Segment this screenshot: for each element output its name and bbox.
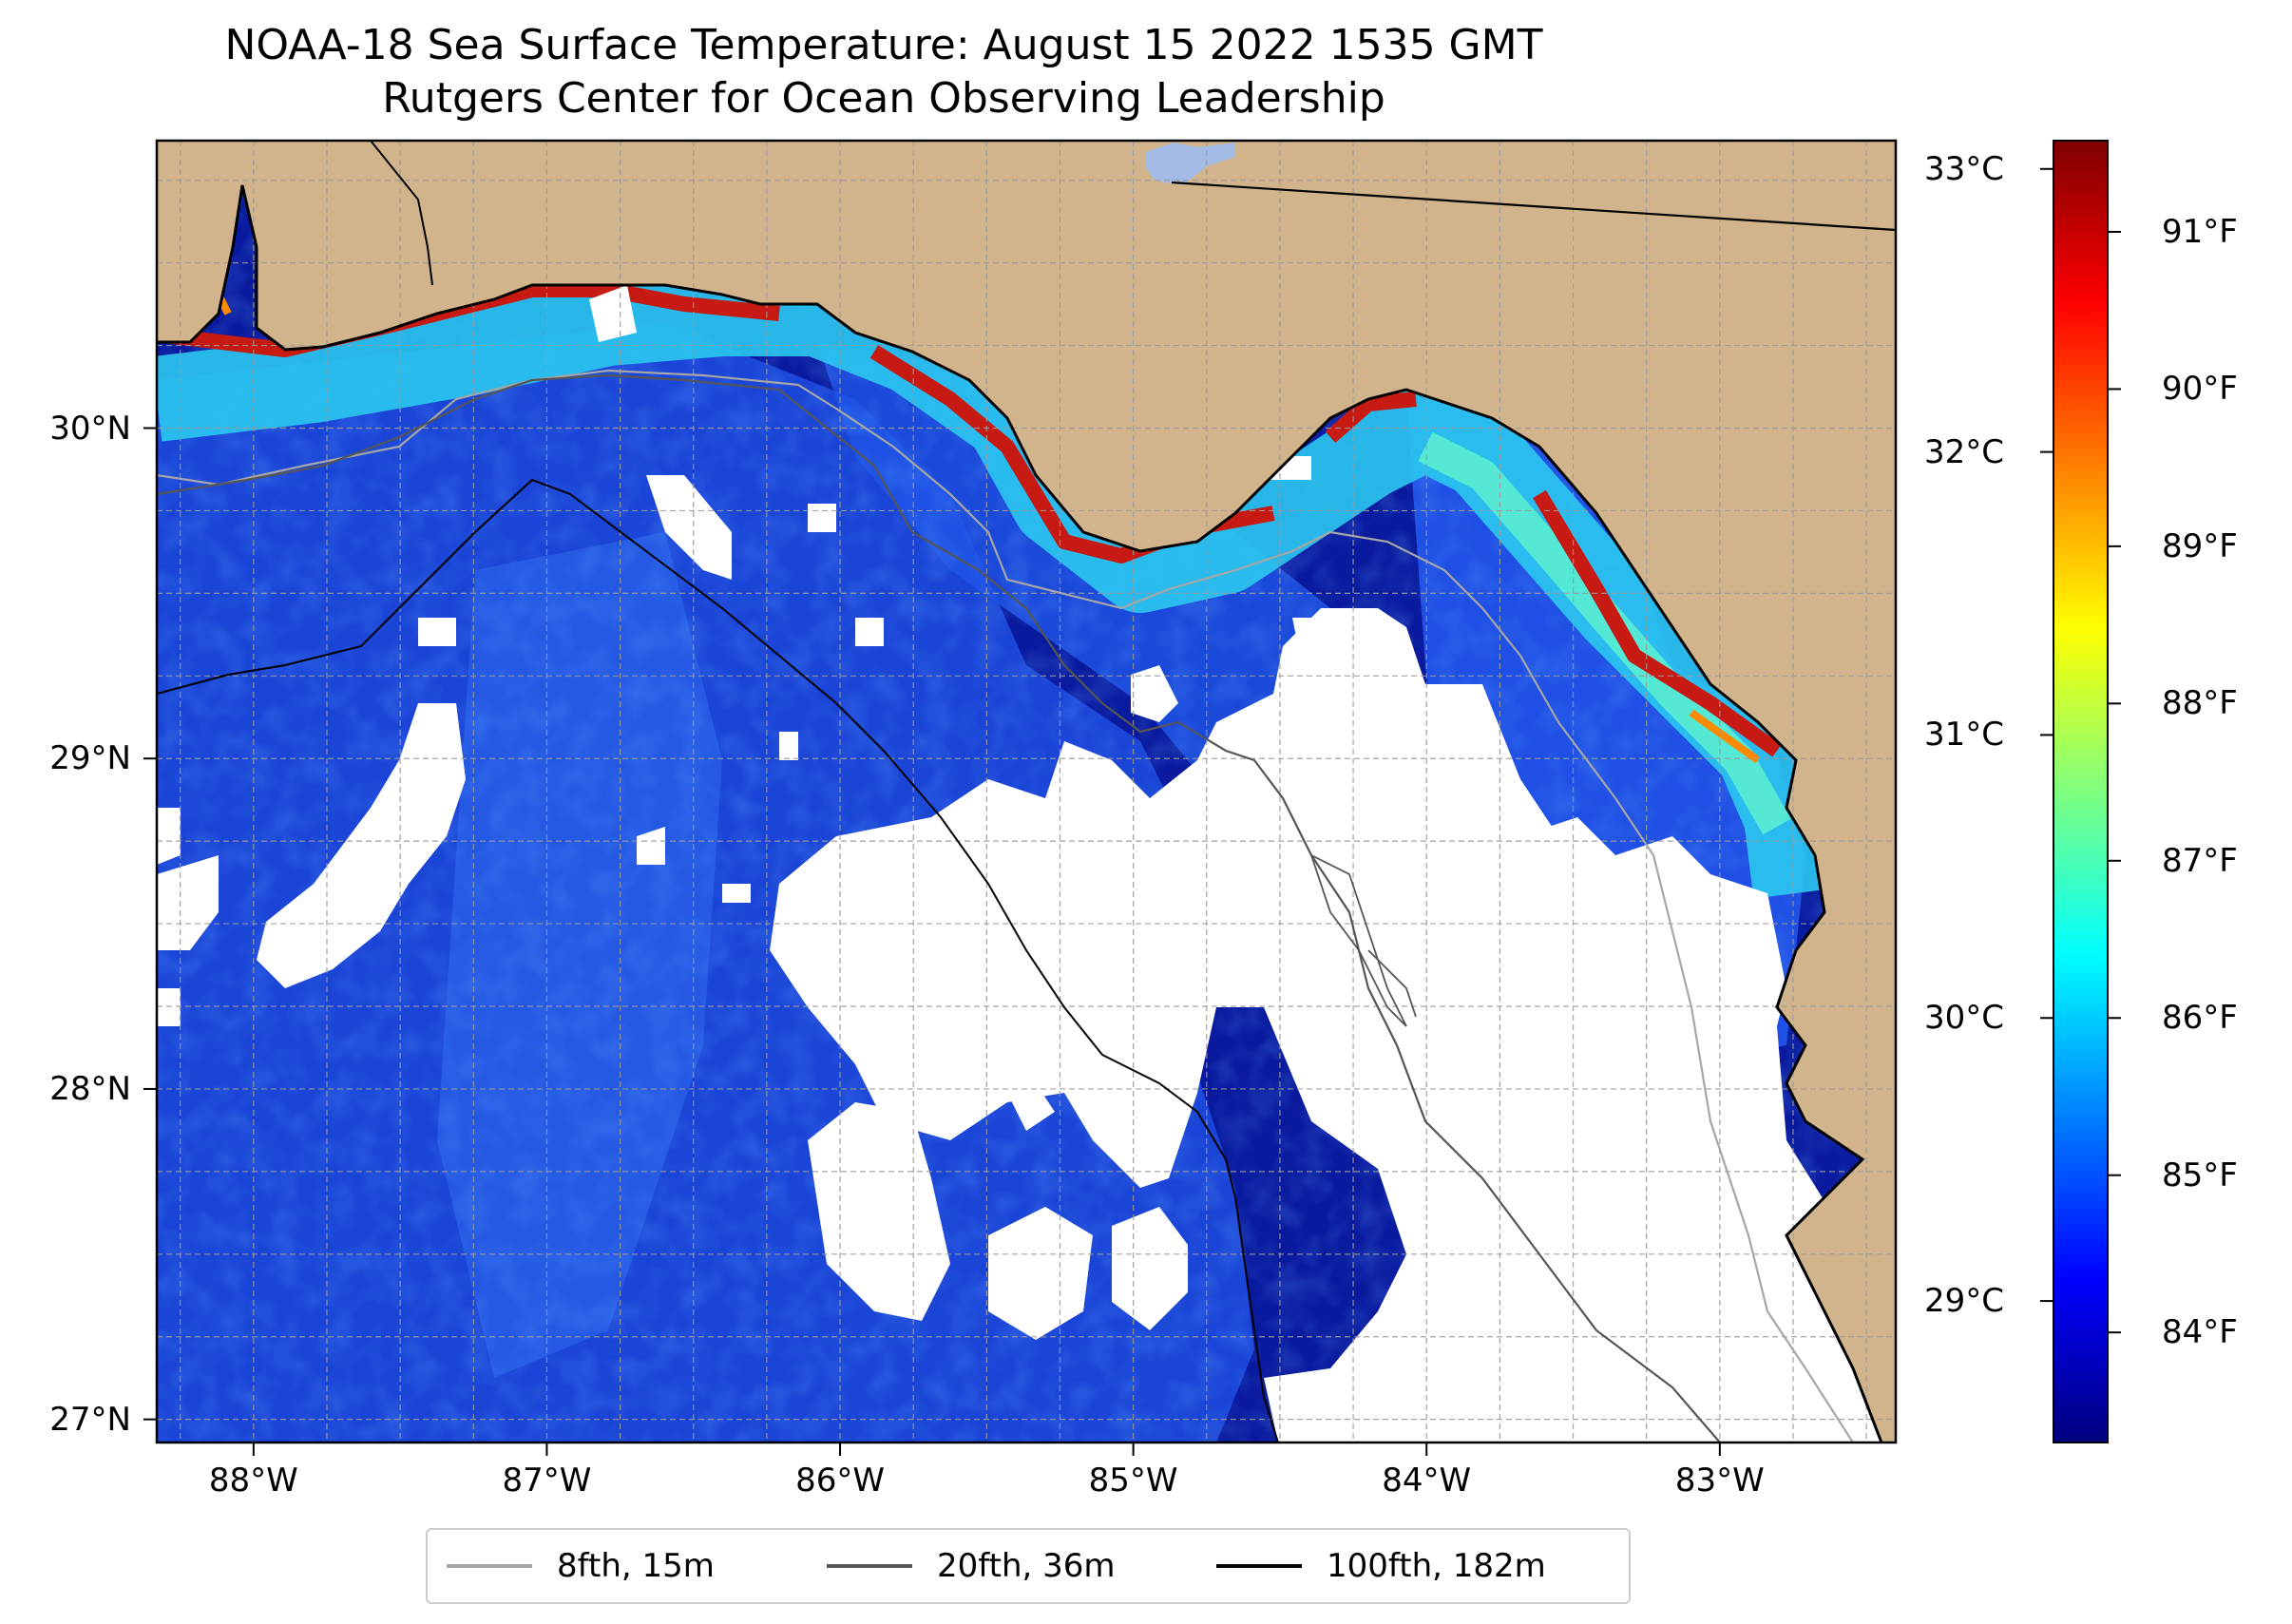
cloud-mask-region <box>808 504 836 532</box>
lat-tick-label: 27°N <box>49 1400 131 1439</box>
colorbar-fahrenheit-label: 87°F <box>2162 841 2238 880</box>
colorbar-fahrenheit-label: 91°F <box>2162 212 2238 251</box>
contour-20fth <box>157 373 1721 1442</box>
lon-tick-label: 83°W <box>1674 1462 1765 1500</box>
legend-item-8fth: 8fth, 15m <box>447 1530 715 1602</box>
cloud-mask-region <box>1520 817 1634 979</box>
contour-legend: 8fth, 15m 20fth, 36m 100fth, 182m <box>426 1528 1631 1604</box>
colorbar-celsius-label: 32°C <box>1924 432 2005 471</box>
contour-20fth-islands <box>1309 853 1417 1027</box>
lat-tick-label: 30°N <box>49 409 131 448</box>
land-mass <box>157 141 1896 1442</box>
legend-line-100fth <box>1216 1564 1302 1568</box>
contour-8fth <box>157 369 1854 1442</box>
lon-tick-label: 86°W <box>795 1462 885 1500</box>
cloud-mask-region <box>1131 665 1178 722</box>
cloud-mask-region <box>722 884 751 903</box>
cloud-mask-region <box>257 703 466 988</box>
cloud-mask-region <box>988 1207 1093 1340</box>
coastline <box>157 184 1883 1442</box>
cloud-mask-region <box>855 618 884 646</box>
cloud-mask-region <box>646 475 732 580</box>
chart-title: NOAA-18 Sea Surface Temperature: August … <box>224 21 1543 69</box>
axis-ticks <box>143 427 1721 1456</box>
lat-tick-label: 28°N <box>49 1069 131 1108</box>
cloud-mask <box>157 285 1896 1442</box>
legend-item-20fth: 20fth, 36m <box>827 1530 1116 1602</box>
lat-tick-label: 29°N <box>49 739 131 778</box>
legend-item-100fth: 100fth, 182m <box>1216 1530 1546 1602</box>
cloud-mask-region <box>1112 1207 1188 1330</box>
cloud-mask-region <box>1577 950 1615 998</box>
colorbar-fahrenheit-label: 88°F <box>2162 684 2238 723</box>
legend-label: 8fth, 15m <box>557 1547 715 1585</box>
cloud-mask-region <box>779 732 798 760</box>
cloud-mask-region <box>637 827 665 865</box>
colorbar-fahrenheit-label: 89°F <box>2162 526 2238 565</box>
cloud-mask-region <box>418 618 456 646</box>
cloud-mask-region <box>157 855 219 950</box>
lon-tick-label: 84°W <box>1382 1462 1472 1500</box>
cloud-mask-region <box>1292 618 1340 665</box>
colorbar-celsius-label: 33°C <box>1924 149 2005 188</box>
lon-tick-label: 88°W <box>208 1462 298 1500</box>
colorbar-fahrenheit-label: 90°F <box>2162 370 2238 409</box>
colorbar-celsius-label: 29°C <box>1924 1282 2005 1321</box>
coastal-hot-fringe <box>157 282 1782 757</box>
map-gridlines <box>157 141 1896 1442</box>
cloud-mask-region <box>589 285 637 342</box>
cloud-mask-region <box>1739 988 1767 1017</box>
legend-label: 20fth, 36m <box>937 1547 1116 1585</box>
colorbar-ticks <box>2040 167 2121 1334</box>
lake <box>1145 143 1235 185</box>
chart-subtitle: Rutgers Center for Ocean Observing Leade… <box>382 74 1385 123</box>
colorbar-fahrenheit-label: 86°F <box>2162 999 2238 1038</box>
cloud-mask-region <box>157 988 181 1026</box>
cloud-mask-region <box>874 1207 931 1273</box>
legend-line-8fth <box>447 1564 532 1568</box>
colorbar-fahrenheit-label: 85°F <box>2162 1156 2238 1194</box>
state-boundary <box>370 141 433 286</box>
state-boundary <box>1171 181 1896 232</box>
coastal-warm-band <box>157 271 1839 899</box>
legend-line-20fth <box>827 1564 912 1568</box>
colorbar-celsius-label: 31°C <box>1924 716 2005 755</box>
lon-tick-label: 87°W <box>502 1462 592 1500</box>
lon-tick-label: 85°W <box>1088 1462 1178 1500</box>
colorbar <box>2053 140 2109 1443</box>
colorbar-fahrenheit-label: 84°F <box>2162 1313 2238 1352</box>
cloud-mask-region <box>157 808 181 865</box>
colorbar-celsius-label: 30°C <box>1924 999 2005 1038</box>
legend-label: 100fth, 182m <box>1327 1547 1546 1585</box>
cloud-mask-region <box>770 608 1896 1442</box>
map-frame <box>155 139 1898 1444</box>
contour-100fth <box>157 478 1279 1442</box>
cloud-mask-region <box>1007 1083 1055 1131</box>
